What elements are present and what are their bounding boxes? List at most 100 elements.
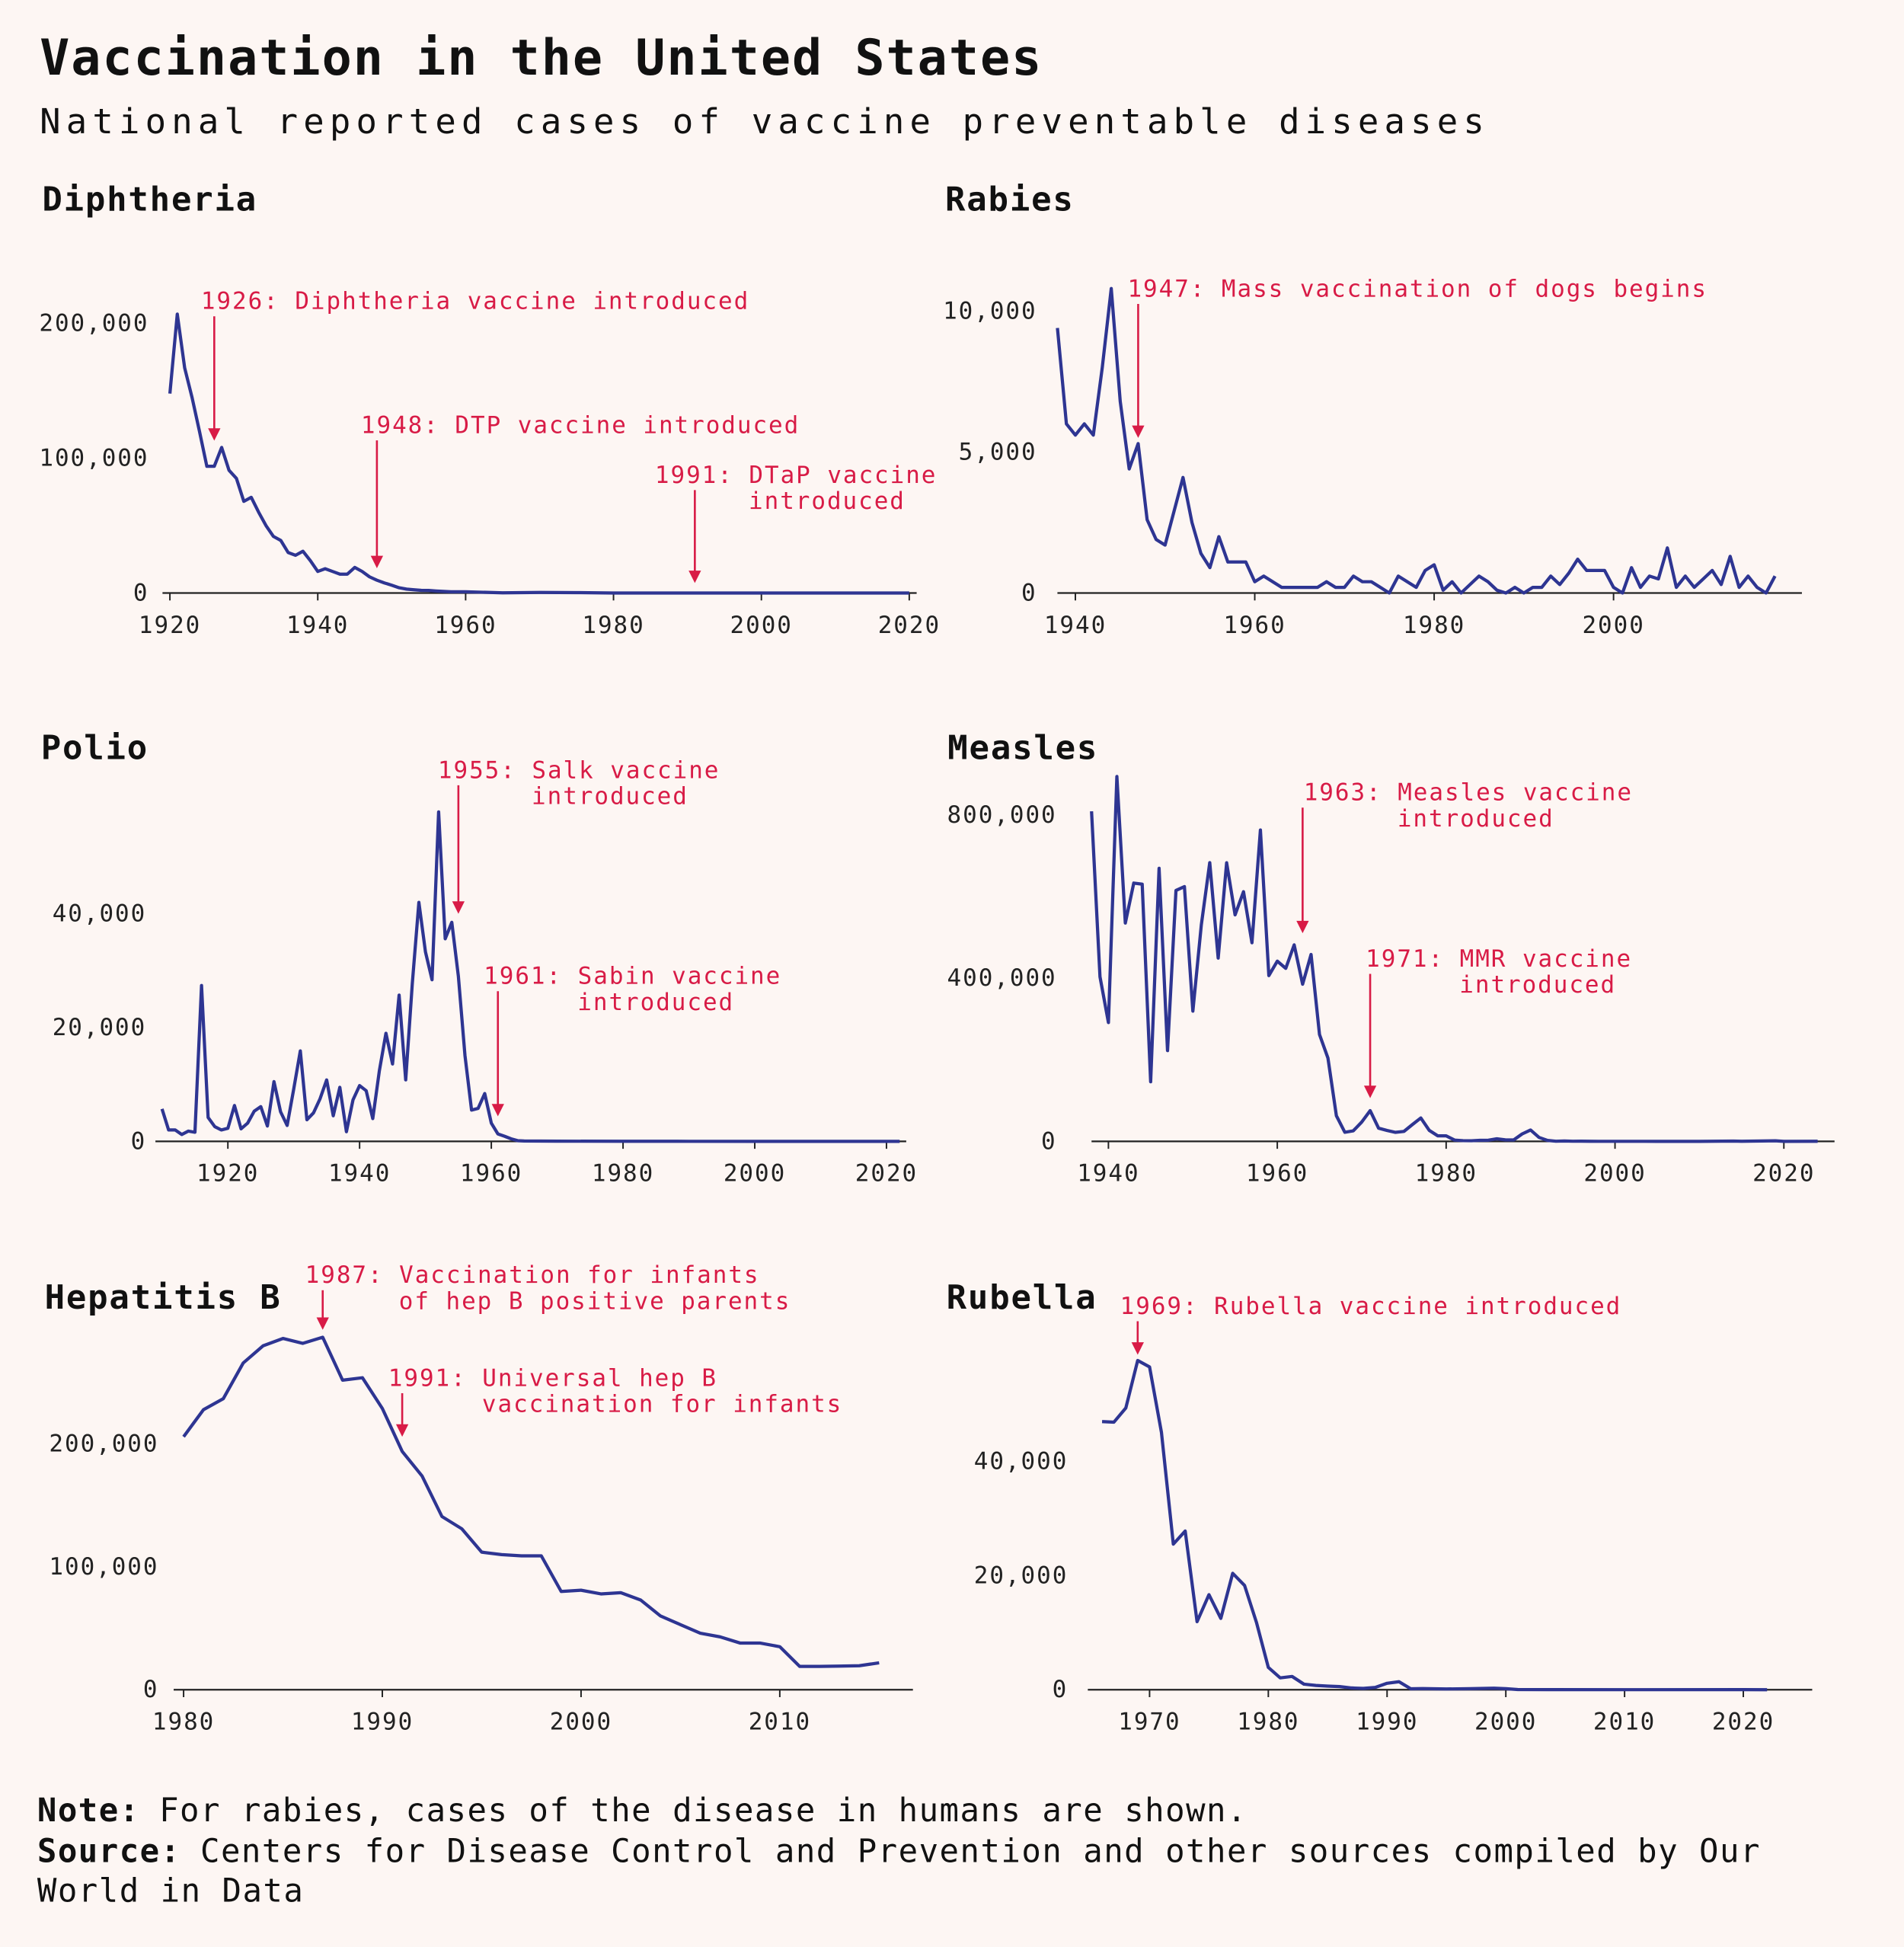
x-tick-label: 1940 [286,612,349,639]
annotation-text: introduced [749,488,906,515]
page-title: Vaccination in the United States [40,30,1043,87]
annotation-arrowhead [316,1317,329,1330]
x-tick-label: 1980 [1237,1709,1299,1736]
x-tick-label: 1960 [1246,1160,1308,1188]
x-tick-label: 2020 [1752,1160,1815,1188]
y-tick-label: 0 [143,1676,159,1703]
x-tick-label: 1980 [152,1709,215,1736]
annotation-arrowhead [395,1424,409,1437]
annotation-arrowhead [452,901,465,914]
x-tick-label: 2000 [1474,1709,1537,1736]
note: Note: For rabies, cases of the disease in… [37,1792,1799,1832]
annotation-text: introduced [577,989,734,1016]
y-tick-label: 0 [1041,1127,1057,1155]
annotation-arrowhead [1131,1342,1144,1355]
panel-title: Diphtheria [42,181,257,219]
x-tick-label: 1980 [1403,612,1465,639]
x-tick-label: 1920 [196,1160,259,1188]
panel-title: Rabies [945,181,1075,219]
annotation-arrowhead [370,555,384,568]
y-tick-label: 10,000 [943,297,1037,324]
annotation-text: 1969: Rubella vaccine introduced [1120,1293,1622,1320]
data-line [160,810,900,1143]
annotation-text: introduced [1459,971,1616,999]
source-label: Source: [37,1833,181,1871]
x-tick-label: 2020 [855,1160,918,1188]
y-tick-label: 100,000 [39,445,149,472]
annotation-arrowhead [1132,425,1145,438]
x-tick-label: 1960 [434,612,497,639]
footer-text: Note: For rabies, cases of the disease in… [37,1792,1799,1913]
x-tick-label: 2020 [1712,1709,1775,1736]
panel-title: Hepatitis B [45,1278,282,1317]
y-tick-label: 0 [1053,1676,1069,1703]
x-tick-label: 1990 [1356,1709,1418,1736]
annotation-text: 1987: Vaccination for infants [305,1261,760,1289]
annotation-arrowhead [1363,1085,1377,1098]
x-tick-label: 1960 [1223,612,1286,639]
data-line [1056,286,1777,595]
y-tick-label: 0 [133,579,149,606]
data-line [168,312,909,595]
x-tick-label: 2000 [1582,612,1644,639]
x-tick-label: 2020 [878,612,941,639]
data-line [1101,1358,1768,1692]
panel-title: Rubella [947,1278,1097,1317]
annotation-text: 1948: DTP vaccine introduced [361,412,800,440]
annotation-text: 1971: MMR vaccine [1366,945,1632,973]
annotation-text: 1926: Diphtheria vaccine introduced [201,288,749,315]
panel-title: Measles [947,729,1098,768]
x-tick-label: 2010 [1593,1709,1656,1736]
x-tick-label: 1980 [582,612,644,639]
data-line [1090,775,1818,1143]
y-tick-label: 200,000 [49,1431,158,1458]
x-tick-label: 1970 [1118,1709,1180,1736]
x-tick-label: 1960 [460,1160,522,1188]
y-tick-label: 0 [131,1127,147,1155]
annotation-arrowhead [688,571,701,583]
annotation-text: 1991: Universal hep B [388,1364,717,1392]
source-text: Centers for Disease Control and Preventi… [37,1833,1761,1911]
source: Source: Centers for Disease Control and P… [37,1832,1799,1913]
x-tick-label: 1980 [1415,1160,1478,1188]
panel-title: Polio [41,729,149,768]
data-line [182,1335,880,1668]
page-subtitle: National reported cases of vaccine preve… [40,101,1490,142]
note-label: Note: [37,1792,140,1830]
annotation-text: 1963: Measles vaccine [1304,779,1633,807]
y-tick-label: 40,000 [974,1448,1068,1475]
annotation-arrowhead [491,1104,504,1117]
x-tick-label: 1940 [328,1160,391,1188]
x-tick-label: 2000 [1583,1160,1646,1188]
y-tick-label: 20,000 [53,1014,146,1041]
annotation-text: 1947: Mass vaccination of dogs begins [1127,275,1707,302]
y-tick-label: 400,000 [947,964,1057,992]
x-tick-label: 2000 [730,612,793,639]
x-tick-label: 1940 [1044,612,1107,639]
annotation-arrowhead [208,428,221,441]
y-tick-label: 0 [1021,579,1037,606]
x-tick-label: 1940 [1077,1160,1139,1188]
annotation-text: introduced [532,783,688,810]
y-tick-label: 200,000 [39,310,149,337]
x-tick-label: 1990 [351,1709,414,1736]
x-tick-label: 1980 [592,1160,654,1188]
annotation-text: introduced [1398,805,1554,833]
annotation-text: 1991: DTaP vaccine [655,462,937,489]
note-text: For rabies, cases of the disease in huma… [159,1792,1248,1830]
x-tick-label: 2000 [724,1160,786,1188]
annotation-text: vaccination for infants [482,1391,842,1418]
y-tick-label: 20,000 [974,1562,1068,1589]
y-tick-label: 800,000 [947,801,1057,829]
x-tick-label: 2010 [749,1709,811,1736]
y-tick-label: 40,000 [53,900,146,928]
footer: Note: For rabies, cases of the disease in… [37,1792,1799,1913]
annotation-text: 1961: Sabin vaccine [484,963,781,990]
x-tick-label: 2000 [550,1709,612,1736]
y-tick-label: 5,000 [959,438,1037,465]
x-tick-label: 1920 [139,612,201,639]
annotation-text: 1955: Salk vaccine [438,756,720,784]
annotation-arrowhead [1296,920,1309,934]
